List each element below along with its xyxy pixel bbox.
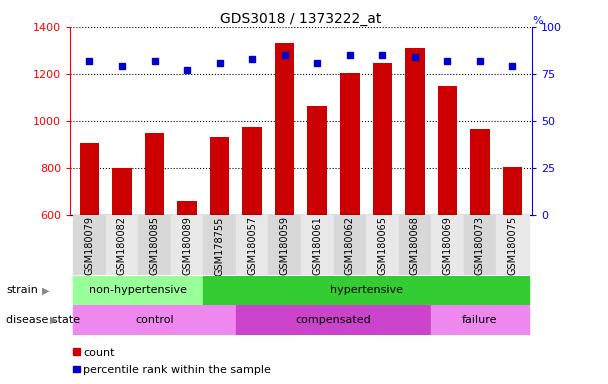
Text: GSM180079: GSM180079: [85, 216, 94, 275]
Bar: [464, 215, 496, 275]
Bar: [73, 215, 106, 275]
Text: GSM180062: GSM180062: [345, 216, 355, 275]
Text: GSM180065: GSM180065: [378, 216, 387, 275]
Bar: [301, 215, 334, 275]
Bar: [470, 129, 489, 215]
Bar: [203, 276, 529, 305]
Text: control: control: [135, 315, 174, 325]
Text: GSM180059: GSM180059: [280, 216, 289, 275]
Bar: [171, 215, 203, 275]
Text: failure: failure: [462, 315, 498, 325]
Bar: [203, 215, 236, 275]
Bar: [210, 137, 229, 215]
Text: count: count: [83, 348, 115, 358]
Text: disease state: disease state: [6, 315, 80, 325]
Bar: [399, 215, 431, 275]
Bar: [373, 63, 392, 215]
Text: strain: strain: [6, 285, 38, 296]
Text: percentile rank within the sample: percentile rank within the sample: [83, 365, 271, 375]
Text: GSM180061: GSM180061: [313, 216, 322, 275]
Bar: [73, 305, 236, 335]
Text: non-hypertensive: non-hypertensive: [89, 285, 187, 296]
Bar: [431, 305, 529, 335]
Bar: [308, 106, 327, 215]
Bar: [145, 133, 164, 215]
Bar: [431, 215, 464, 275]
Text: hypertensive: hypertensive: [330, 285, 402, 296]
Bar: [334, 215, 366, 275]
Bar: [80, 143, 99, 215]
Text: %: %: [532, 16, 542, 26]
Text: GSM180075: GSM180075: [508, 216, 517, 275]
Bar: [268, 215, 301, 275]
Bar: [236, 215, 268, 275]
Text: ▶: ▶: [42, 285, 49, 296]
Bar: [496, 215, 529, 275]
Text: GSM180057: GSM180057: [247, 216, 257, 275]
Text: ▶: ▶: [50, 315, 57, 325]
Bar: [236, 305, 431, 335]
Text: GSM180068: GSM180068: [410, 216, 420, 275]
Bar: [243, 127, 262, 215]
Title: GDS3018 / 1373222_at: GDS3018 / 1373222_at: [220, 12, 382, 26]
Bar: [438, 86, 457, 215]
Bar: [275, 43, 294, 215]
Text: GSM180082: GSM180082: [117, 216, 127, 275]
Text: compensated: compensated: [295, 315, 371, 325]
Text: GSM180073: GSM180073: [475, 216, 485, 275]
Text: GSM180069: GSM180069: [443, 216, 452, 275]
Bar: [366, 215, 399, 275]
Bar: [178, 201, 197, 215]
Text: GSM180089: GSM180089: [182, 216, 192, 275]
Text: GSM180085: GSM180085: [150, 216, 159, 275]
Bar: [138, 215, 171, 275]
Bar: [112, 168, 132, 215]
Bar: [503, 167, 522, 215]
Bar: [73, 276, 203, 305]
Text: GSM178755: GSM178755: [215, 216, 224, 276]
Bar: [106, 215, 138, 275]
Bar: [405, 48, 424, 215]
Bar: [340, 73, 359, 215]
